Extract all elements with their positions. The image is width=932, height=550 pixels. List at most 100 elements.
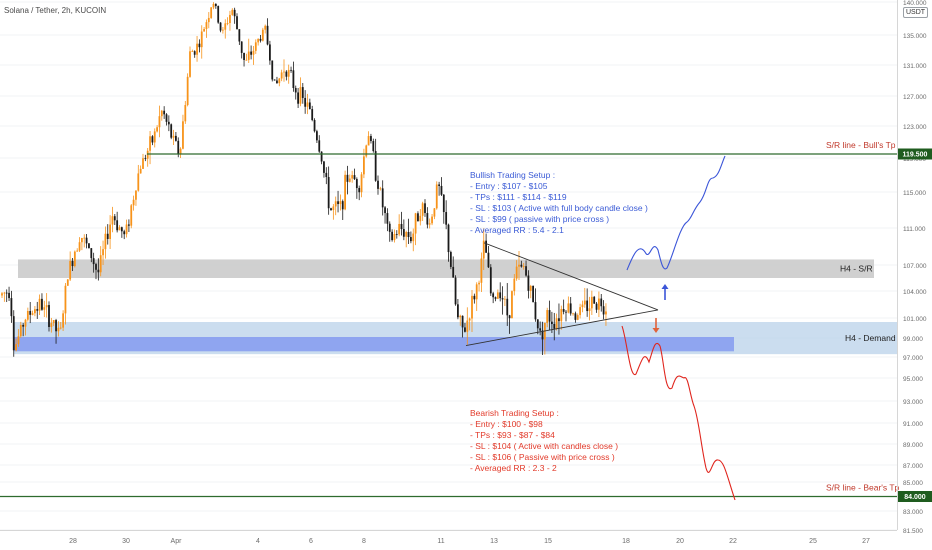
bearish-setup-line: - TPs : $93 - $87 - $84 [470, 430, 555, 440]
candle-body [167, 121, 170, 125]
candle-body [116, 220, 119, 231]
bullish-setup-line: - SL : $99 ( passive with price cross ) [470, 214, 609, 224]
triangle-bottom-line [465, 309, 659, 347]
candle-body [142, 158, 144, 169]
bearish-setup-line: - Averaged RR : 2.3 - 2 [470, 463, 557, 473]
candle-body [457, 304, 459, 318]
candle-body [367, 136, 370, 146]
candle-body [353, 175, 356, 180]
candle-body [193, 51, 196, 55]
candle-body [287, 69, 290, 77]
candle-body [574, 313, 577, 320]
y-tick-label: 107.000 [903, 263, 927, 270]
candle-body [186, 76, 189, 106]
candle-body [567, 303, 570, 313]
candle-body [341, 201, 344, 210]
candle-body [473, 295, 476, 300]
currency-badge[interactable]: USDT [903, 7, 929, 18]
candle-body [283, 71, 285, 73]
candle-body [163, 110, 166, 115]
candle-body [64, 285, 67, 314]
candle-body [99, 255, 102, 273]
candle-body [106, 233, 109, 239]
candle-body [205, 22, 208, 30]
candle-body [26, 310, 29, 320]
candle-body [71, 260, 74, 267]
candle-body [254, 42, 257, 51]
candle-body [280, 72, 283, 79]
candle-body [149, 136, 151, 151]
x-tick-label: 13 [490, 538, 498, 545]
candle-body [243, 52, 245, 60]
candle-body [271, 60, 274, 80]
candle-body [156, 127, 158, 132]
candle-body [125, 224, 128, 235]
candle-body [480, 258, 483, 283]
y-tick-label: 101.000 [903, 316, 927, 323]
candle-body [113, 216, 116, 221]
candle-body [346, 174, 349, 182]
price-axis[interactable]: 81.500 83.000 85.000 87.000 89.000 91.000 93.0… [903, 0, 927, 535]
candle-body [576, 315, 579, 320]
candle-body [588, 308, 591, 312]
candle-body [95, 264, 97, 270]
candle-body [407, 232, 410, 238]
candle-body [504, 298, 506, 300]
candle-body [348, 178, 351, 182]
candle-body [3, 292, 6, 294]
candle-body [330, 208, 332, 211]
candle-body [203, 29, 205, 32]
candle-body [102, 249, 104, 256]
candle-body [120, 227, 123, 232]
candle-body [50, 323, 53, 327]
bullish-setup-note: Bullish Trading Setup : - Entry : $107 -… [470, 170, 648, 235]
candle-body [417, 213, 419, 222]
candle-body [160, 110, 163, 117]
demand-zone-inner [14, 337, 734, 352]
candle-body [358, 188, 361, 193]
sr-zone-h4 [18, 259, 874, 278]
candle-body [518, 264, 520, 267]
time-axis[interactable]: 28 30 Apr 4 6 8 11 13 15 18 20 22 25 27 [69, 538, 870, 545]
candle-body [69, 260, 72, 280]
candle-body [485, 240, 487, 253]
candle-body [224, 23, 227, 30]
candle-body [245, 59, 248, 61]
candle-body [29, 310, 32, 315]
candle-body [532, 285, 534, 303]
candle-body [602, 306, 605, 315]
candle-body [128, 224, 130, 226]
candle-body [19, 324, 22, 337]
candle-body [273, 79, 276, 81]
candle-body [59, 327, 62, 329]
candle-body [66, 279, 69, 286]
bearish-projection-path [621, 325, 736, 501]
bear-tp-price-tag: 84.000 [898, 491, 932, 502]
candle-body [494, 297, 497, 299]
candle-body [297, 92, 299, 104]
candle-body [529, 285, 532, 291]
y-tick-label: 140.000 [903, 0, 927, 7]
candle-body [377, 180, 379, 189]
y-tick-label: 83.000 [903, 509, 923, 516]
candle-body [276, 80, 278, 84]
candle-body [402, 229, 405, 237]
candle-body [200, 31, 203, 48]
candle-body [104, 233, 107, 250]
candle-body [562, 309, 565, 312]
candle-body [311, 109, 314, 121]
candle-body [135, 190, 137, 200]
candle-body [511, 291, 513, 319]
candle-body [212, 3, 215, 8]
candle-body [560, 309, 563, 322]
candle-body [475, 284, 478, 300]
candle-body [372, 141, 375, 152]
y-tick-label: 131.000 [903, 63, 927, 70]
x-tick-label: 27 [862, 538, 870, 545]
candle-body [344, 174, 346, 210]
candle-body [179, 148, 182, 154]
candle-body [41, 298, 43, 310]
candle-body [355, 179, 358, 189]
y-tick-label: 89.000 [903, 442, 923, 449]
